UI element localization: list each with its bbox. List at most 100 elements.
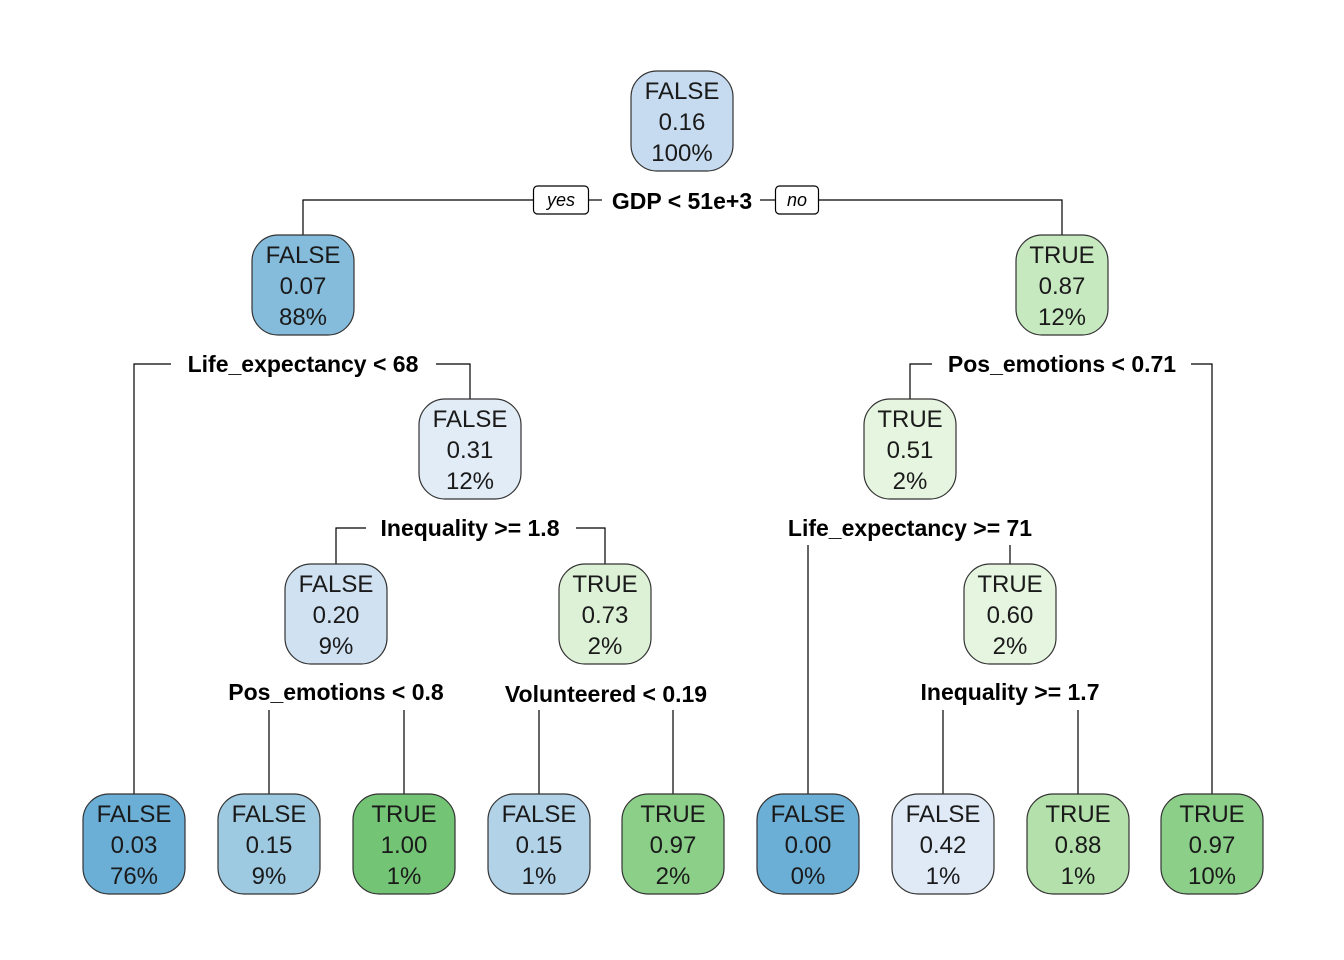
node-box bbox=[82, 793, 186, 895]
split-condition: Life_expectancy >= 71 bbox=[788, 515, 1032, 541]
node-probability: 0.15 bbox=[246, 832, 293, 859]
node-class-label: TRUE bbox=[640, 801, 705, 828]
split-condition: Inequality >= 1.7 bbox=[921, 679, 1100, 705]
node-class-label: TRUE bbox=[1045, 801, 1110, 828]
node-class-label: FALSE bbox=[97, 801, 172, 828]
tree-edge bbox=[436, 363, 471, 400]
node-box bbox=[630, 70, 734, 172]
split-condition: Inequality >= 1.8 bbox=[381, 515, 560, 541]
node-probability: 0.42 bbox=[920, 832, 967, 859]
node-class-label: FALSE bbox=[266, 242, 341, 269]
node-percent: 12% bbox=[1038, 304, 1086, 331]
node-percent: 2% bbox=[656, 863, 691, 890]
tree-node: TRUE 0.73 2% bbox=[558, 563, 652, 665]
node-box bbox=[863, 398, 957, 500]
node-percent: 1% bbox=[1061, 863, 1096, 890]
tree-edge bbox=[909, 363, 932, 400]
node-percent: 2% bbox=[893, 468, 928, 495]
node-percent: 76% bbox=[110, 863, 158, 890]
split-labels: GDP < 51e+3 Life_expectancy < 68 Pos_emoti… bbox=[188, 188, 1177, 707]
node-class-label: TRUE bbox=[371, 801, 436, 828]
node-percent: 9% bbox=[319, 633, 354, 660]
node-box bbox=[1015, 234, 1109, 336]
node-probability: 0.88 bbox=[1055, 832, 1102, 859]
node-percent: 1% bbox=[387, 863, 422, 890]
branch-yes-label: yes bbox=[532, 185, 590, 215]
tree-node: TRUE 0.51 2% bbox=[863, 398, 957, 500]
node-class-label: FALSE bbox=[502, 801, 577, 828]
node-percent: 0% bbox=[791, 863, 826, 890]
node-percent: 1% bbox=[926, 863, 961, 890]
node-probability: 0.03 bbox=[111, 832, 158, 859]
node-probability: 0.15 bbox=[516, 832, 563, 859]
node-box bbox=[352, 793, 456, 895]
node-percent: 1% bbox=[522, 863, 557, 890]
node-class-label: FALSE bbox=[299, 571, 374, 598]
leaf-node: FALSE 0.42 1% bbox=[891, 793, 995, 895]
node-probability: 1.00 bbox=[381, 832, 428, 859]
leaf-node: FALSE 0.15 9% bbox=[217, 793, 321, 895]
node-box bbox=[558, 563, 652, 665]
tree-node: TRUE 0.87 12% bbox=[1015, 234, 1109, 336]
node-class-label: TRUE bbox=[1029, 242, 1094, 269]
branch-labels: yes no bbox=[532, 185, 820, 215]
node-percent: 88% bbox=[279, 304, 327, 331]
node-probability: 0.20 bbox=[313, 602, 360, 629]
branch-label-box bbox=[774, 185, 820, 215]
node-probability: 0.60 bbox=[987, 602, 1034, 629]
node-probability: 0.73 bbox=[582, 602, 629, 629]
tree-nodes: FALSE 0.16 100% FALSE 0.07 88% TRUE 0.87 12% FALS… bbox=[82, 70, 1264, 895]
branch-label-text: yes bbox=[545, 190, 575, 210]
node-percent: 2% bbox=[993, 633, 1028, 660]
node-box bbox=[217, 793, 321, 895]
node-class-label: TRUE bbox=[1179, 801, 1244, 828]
node-box bbox=[891, 793, 995, 895]
tree-edge bbox=[335, 527, 366, 565]
node-percent: 10% bbox=[1188, 863, 1236, 890]
leaf-node: FALSE 0.00 0% bbox=[756, 793, 860, 895]
node-percent: 2% bbox=[588, 633, 623, 660]
node-probability: 0.97 bbox=[1189, 832, 1236, 859]
split-condition: Pos_emotions < 0.8 bbox=[228, 679, 444, 705]
node-class-label: FALSE bbox=[232, 801, 307, 828]
leaf-node: TRUE 0.88 1% bbox=[1026, 793, 1130, 895]
branch-label-text: no bbox=[787, 190, 807, 210]
node-percent: 100% bbox=[651, 140, 712, 167]
node-class-label: TRUE bbox=[877, 406, 942, 433]
split-condition: Volunteered < 0.19 bbox=[505, 681, 707, 707]
node-class-label: FALSE bbox=[433, 406, 508, 433]
split-condition: Pos_emotions < 0.71 bbox=[948, 351, 1176, 377]
node-box bbox=[756, 793, 860, 895]
node-box bbox=[418, 398, 522, 500]
leaf-node: FALSE 0.03 76% bbox=[82, 793, 186, 895]
node-probability: 0.97 bbox=[650, 832, 697, 859]
node-class-label: FALSE bbox=[906, 801, 981, 828]
tree-node: FALSE 0.20 9% bbox=[284, 563, 388, 665]
branch-label-box bbox=[532, 185, 590, 215]
node-probability: 0.51 bbox=[887, 437, 934, 464]
node-probability: 0.87 bbox=[1039, 273, 1086, 300]
node-box bbox=[251, 234, 355, 336]
split-condition: GDP < 51e+3 bbox=[612, 188, 752, 214]
branch-no-label: no bbox=[774, 185, 820, 215]
node-probability: 0.16 bbox=[659, 109, 706, 136]
node-box bbox=[1026, 793, 1130, 895]
split-condition: Life_expectancy < 68 bbox=[188, 351, 419, 377]
node-probability: 0.07 bbox=[280, 273, 327, 300]
node-class-label: FALSE bbox=[771, 801, 846, 828]
tree-node: FALSE 0.07 88% bbox=[251, 234, 355, 336]
leaf-node: TRUE 0.97 10% bbox=[1160, 793, 1264, 895]
tree-edge bbox=[302, 199, 534, 236]
node-class-label: FALSE bbox=[645, 78, 720, 105]
node-class-label: TRUE bbox=[572, 571, 637, 598]
tree-node: TRUE 0.60 2% bbox=[963, 563, 1057, 665]
node-probability: 0.00 bbox=[785, 832, 832, 859]
leaf-node: TRUE 1.00 1% bbox=[352, 793, 456, 895]
leaf-node: FALSE 0.15 1% bbox=[487, 793, 591, 895]
node-box bbox=[621, 793, 725, 895]
tree-edges bbox=[133, 199, 1213, 795]
node-box bbox=[487, 793, 591, 895]
node-percent: 12% bbox=[446, 468, 494, 495]
node-class-label: TRUE bbox=[977, 571, 1042, 598]
